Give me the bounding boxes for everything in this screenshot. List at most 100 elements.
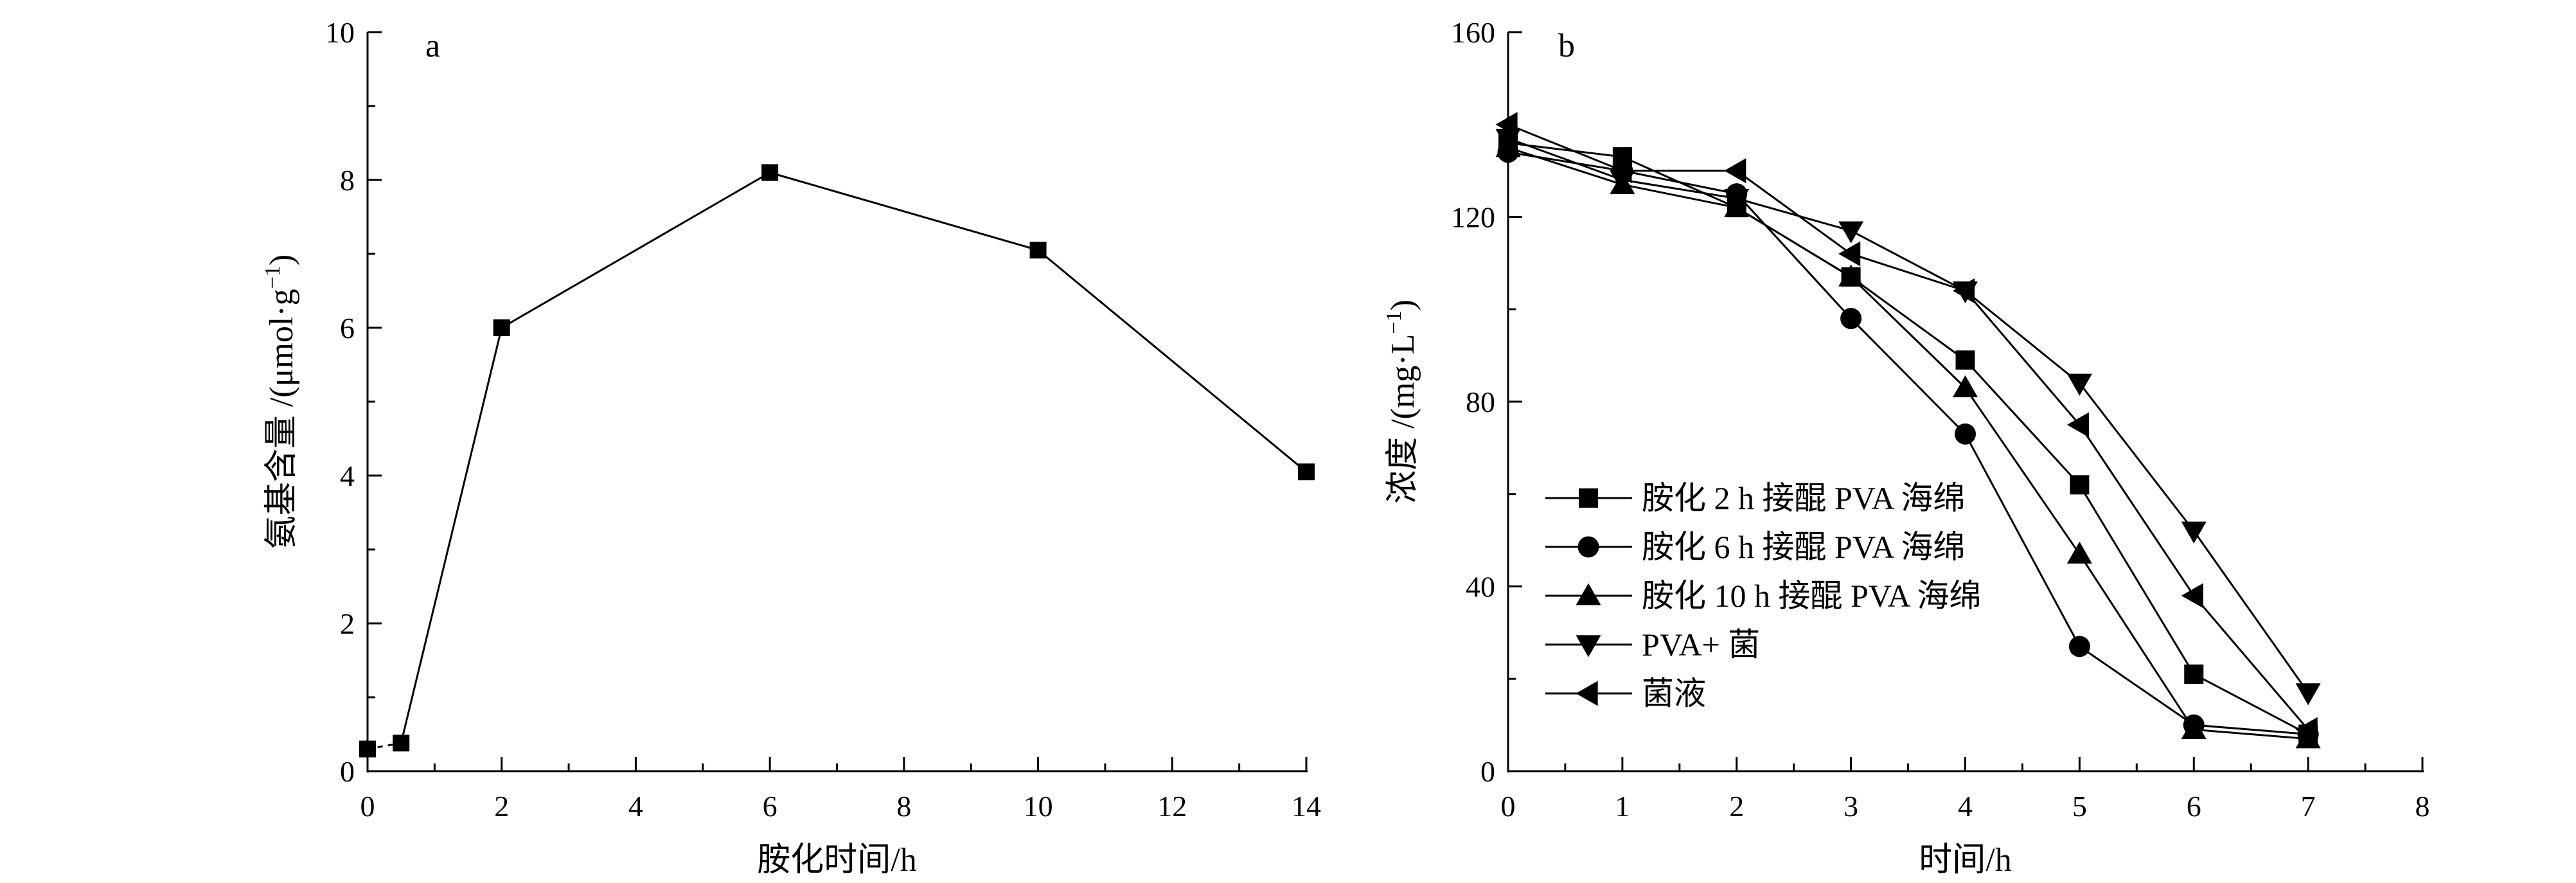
data-point	[761, 164, 779, 181]
y-tick-label: 6	[340, 312, 355, 344]
series-line-segment	[1622, 170, 1737, 195]
data-point	[359, 740, 376, 758]
data-point	[2295, 726, 2321, 749]
data-point	[2070, 475, 2090, 495]
x-tick-label: 8	[2415, 790, 2430, 823]
series-line-segment	[2079, 424, 2195, 596]
series-5	[1495, 112, 2318, 742]
data-point	[1724, 189, 1750, 211]
panel-label: b	[1558, 28, 1575, 64]
series-1	[1498, 133, 2318, 744]
data-point	[2181, 717, 2207, 739]
series-line-segment	[1964, 359, 2081, 486]
series-line-segment	[1964, 433, 2081, 647]
y-tick-label: 40	[1466, 571, 1495, 603]
series-line-segment	[2194, 724, 2309, 735]
series-line-segment	[1736, 193, 1852, 319]
series-1	[359, 164, 1315, 758]
series-2	[1497, 141, 2319, 745]
x-tick-label: 4	[1958, 790, 1973, 823]
legend-entry: 胺化 10 h 接醌 PVA 海绵	[1545, 578, 1981, 614]
x-tick-label: 0	[360, 790, 375, 823]
series-line-segment	[2079, 553, 2195, 731]
y-tick-label: 2	[340, 607, 355, 640]
x-tick-label: 7	[2301, 790, 2316, 823]
series-line-segment	[1622, 179, 1737, 200]
y-axis-title: 氨基含量 /(μmol·g−1)	[261, 254, 300, 549]
legend-marker	[1576, 583, 1601, 605]
series-line-segment	[1850, 229, 1966, 292]
x-tick-label: 6	[2187, 790, 2201, 823]
x-tick-label: 2	[1729, 790, 1744, 823]
data-point	[1838, 264, 1864, 287]
data-point	[2184, 664, 2204, 684]
series-line-segment	[1507, 123, 1623, 172]
y-tick-label: 80	[1466, 386, 1495, 418]
series-line-segment	[1851, 253, 1966, 292]
series-line-segment	[1507, 137, 1623, 181]
x-tick-label: 2	[494, 790, 509, 823]
series-line-segment	[2079, 484, 2195, 675]
legend-label: 胺化 10 h 接醌 PVA 海绵	[1642, 578, 1981, 614]
series-line-segment	[1507, 151, 1623, 172]
y-axis-title-main: 氨基含量 /(μmol·g	[263, 289, 300, 549]
legend-marker	[1579, 488, 1598, 508]
y-tick-label: 4	[340, 459, 355, 492]
x-tick-label: 4	[628, 790, 643, 823]
legend-marker	[1576, 635, 1601, 657]
data-point	[1955, 350, 1975, 370]
series-line-segment	[1850, 276, 1966, 361]
series-line-segment	[1037, 249, 1307, 473]
data-point	[2295, 683, 2321, 706]
y-tick-label: 0	[1480, 755, 1495, 788]
x-tick-label: 8	[896, 790, 911, 823]
panel-label: a	[425, 28, 440, 64]
legend-entry: 胺化 2 h 接醌 PVA 海绵	[1545, 480, 1965, 516]
y-axis-title: 浓度 /(mg·L−1)	[1382, 299, 1421, 504]
data-point	[1495, 112, 1518, 138]
series-line-segment	[1736, 170, 1852, 255]
legend-label: 胺化 2 h 接醌 PVA 海绵	[1642, 480, 1965, 516]
series-4	[1495, 129, 2321, 706]
data-point	[1953, 278, 1975, 303]
x-tick-label: 5	[2072, 790, 2087, 823]
series-line-segment	[1850, 317, 1966, 435]
series-line-segment	[2194, 728, 2309, 740]
legend-marker	[1577, 536, 1599, 558]
series-line-segment	[2079, 645, 2195, 726]
data-point	[1724, 158, 1746, 184]
legend-marker	[1576, 681, 1598, 706]
x-tick-label: 6	[763, 790, 777, 823]
data-point	[2181, 583, 2203, 609]
data-point	[1838, 221, 1864, 244]
series-line-segment	[1736, 206, 1852, 278]
y-axis-title-tail: )	[263, 254, 300, 265]
data-point	[2068, 636, 2090, 657]
y-axis-title-sup: −1	[1382, 310, 1406, 334]
series-line-segment	[400, 327, 503, 744]
y-tick-label: 10	[325, 16, 355, 49]
legend-label: PVA+ 菌	[1642, 627, 1760, 663]
data-point	[1298, 463, 1315, 481]
data-point	[2066, 541, 2092, 564]
y-tick-label: 0	[340, 755, 355, 788]
data-point	[1840, 308, 1862, 330]
series-3	[1495, 135, 2321, 749]
data-point	[393, 735, 410, 752]
y-tick-label: 120	[1451, 201, 1495, 234]
series-line-segment	[1964, 290, 2081, 384]
x-axis-title: 时间/h	[1919, 842, 2011, 879]
data-point	[2066, 373, 2092, 396]
series-line-segment	[1964, 387, 2081, 555]
y-tick-label: 160	[1451, 16, 1495, 49]
series-line-segment	[1736, 197, 1852, 232]
series-line-segment	[2193, 594, 2309, 731]
data-point	[1610, 158, 1632, 184]
data-point	[493, 319, 510, 336]
series-line-segment	[1964, 290, 2081, 425]
legend-entry: 胺化 6 h 接醌 PVA 海绵	[1545, 529, 1965, 565]
